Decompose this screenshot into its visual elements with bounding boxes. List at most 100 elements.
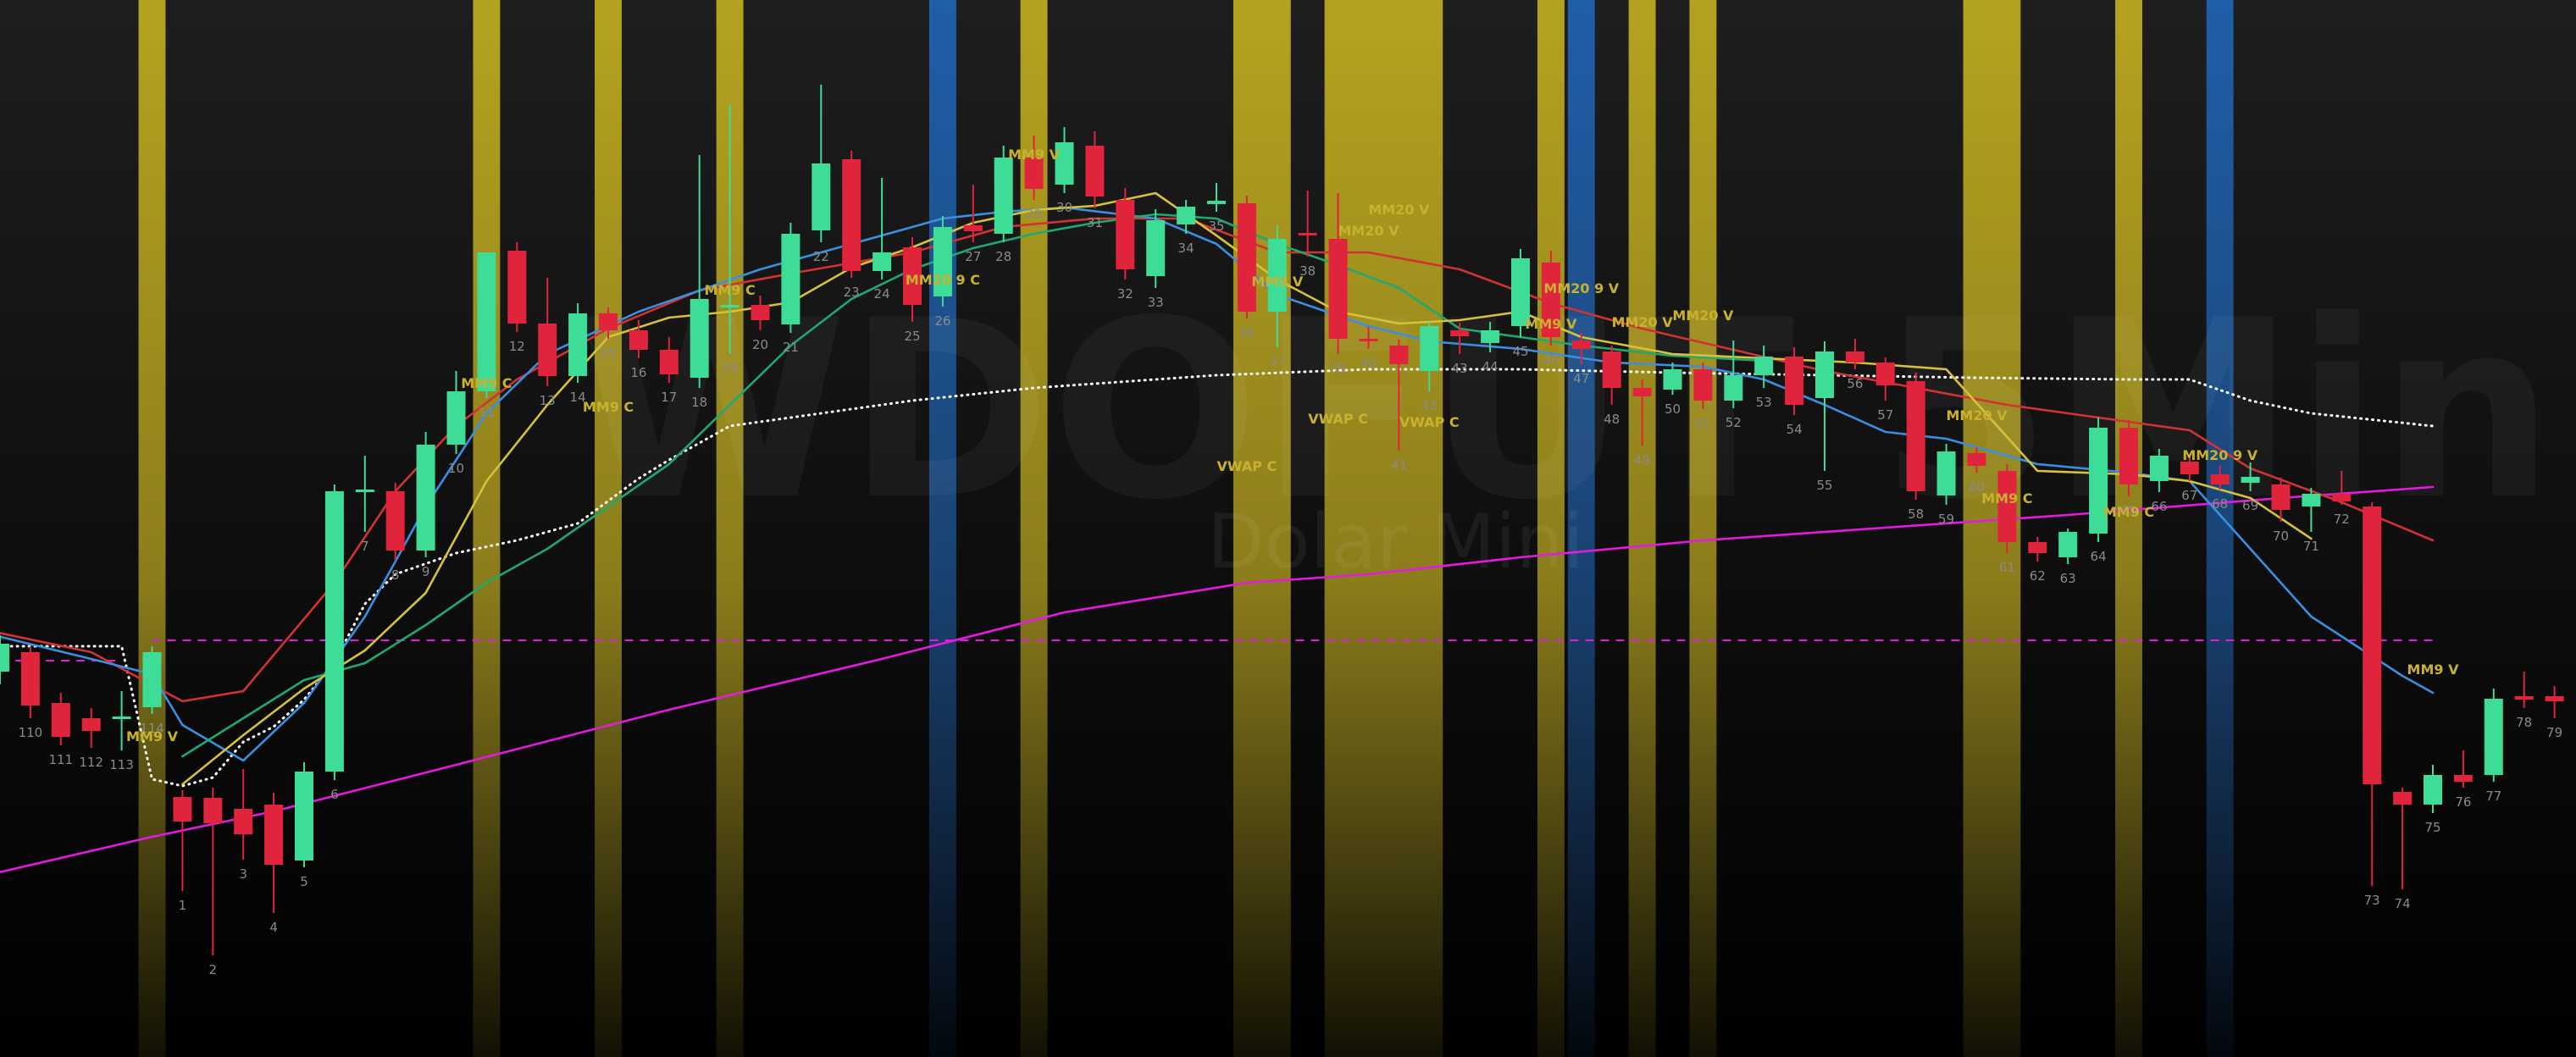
candle-number: 19 (722, 361, 738, 376)
candle (2241, 462, 2260, 491)
candle-body (690, 299, 709, 378)
candle (173, 790, 192, 891)
candle (1997, 464, 2017, 553)
candle (507, 242, 527, 332)
candle-number: 70 (2273, 528, 2289, 544)
candle-body (842, 159, 861, 271)
candle-body (1875, 362, 1895, 385)
candle (1481, 322, 1500, 352)
candle-body (1997, 471, 2017, 542)
candle (1967, 447, 1986, 473)
candle (933, 216, 952, 307)
candle-body (203, 798, 223, 823)
candle-number: 17 (661, 390, 677, 405)
candle-body (1967, 453, 1986, 466)
candle-number: 65 (2120, 503, 2136, 518)
candle-number: 36 (1238, 325, 1255, 340)
candle-number: 110 (19, 725, 43, 740)
candle-number: 57 (1877, 407, 1893, 423)
candle-body (1724, 375, 1743, 401)
candle-body (2484, 699, 2503, 775)
candle-body (2089, 428, 2108, 534)
candle-number: 20 (752, 337, 768, 352)
candle-body (1146, 220, 1166, 276)
candle-number: 48 (1604, 412, 1620, 427)
candle-body (1541, 263, 1560, 337)
candle-body (1177, 207, 1196, 224)
candle (1177, 200, 1196, 234)
candle-body (0, 644, 9, 672)
candle-number: 54 (1787, 422, 1803, 437)
candle-number: 60 (1969, 479, 1985, 495)
candle-body (2514, 696, 2534, 700)
candle-number: 25 (904, 329, 920, 344)
candle-body (659, 350, 679, 374)
gold-signal-band (1233, 0, 1291, 1057)
candle-number: 12 (509, 339, 525, 354)
signal-label: MM9 C (2103, 504, 2154, 520)
candle (1237, 196, 1256, 318)
gold-signal-band (1537, 0, 1565, 1057)
candle-number: 72 (2334, 512, 2350, 527)
candle (2210, 466, 2230, 490)
candle-number: 23 (844, 285, 860, 300)
candle-body (781, 234, 800, 324)
signal-label: MM20 V (1368, 202, 1430, 218)
candle-body (1481, 330, 1500, 343)
candle (1541, 251, 1560, 346)
candle (1267, 225, 1287, 347)
candle-body (1116, 200, 1135, 269)
candle-number: 13 (540, 393, 556, 408)
candle (2363, 502, 2382, 886)
candle-number: 74 (2395, 896, 2411, 911)
candle (2180, 454, 2199, 481)
ma-yellow-line (181, 191, 2313, 786)
candle (1511, 249, 1530, 337)
candle (0, 635, 9, 684)
signal-label: MM9 V (1251, 274, 1304, 290)
candle-number: 67 (2181, 488, 2197, 503)
gold-signal-band (1324, 0, 1443, 1057)
candle-body (599, 313, 618, 330)
candles (0, 85, 2564, 955)
candle (690, 155, 709, 388)
candle-number: 1 (179, 898, 187, 913)
candle-number: 26 (934, 313, 950, 329)
candle (1055, 127, 1074, 193)
candle (1085, 131, 1105, 208)
candle (994, 146, 1013, 242)
candle (1906, 373, 1925, 500)
candle (142, 646, 162, 714)
candle (295, 762, 313, 867)
candle-body (1906, 381, 1925, 491)
candle-body (2028, 542, 2047, 553)
candle-body (1785, 357, 1804, 405)
candle (1724, 340, 1743, 408)
candle-body (2180, 462, 2199, 474)
candle-number: 62 (2030, 568, 2046, 584)
candle-number: 31 (1087, 215, 1103, 230)
candle-number: 9 (422, 564, 430, 579)
signal-label: MM9 C (461, 375, 512, 391)
candle-number: 29 (1026, 207, 1042, 222)
candle (751, 296, 770, 330)
candle (446, 371, 466, 454)
candle-body (2271, 484, 2291, 510)
candle-number: 114 (140, 721, 164, 736)
candle-body (264, 805, 284, 865)
candle-body (1450, 330, 1470, 336)
candle-body (2545, 696, 2564, 701)
gold-signal-band (1689, 0, 1717, 1057)
candle-number: 77 (2485, 789, 2501, 804)
candle-number: 34 (1178, 241, 1194, 256)
candle-body (568, 313, 588, 376)
candle-number: 14 (570, 390, 586, 405)
candle-number: 22 (813, 249, 829, 264)
candle (873, 178, 892, 279)
candle-number: 24 (874, 286, 890, 302)
candle-number: 64 (2091, 549, 2107, 564)
candle (1298, 191, 1317, 257)
signal-label: VWAP C (1217, 458, 1277, 474)
candle-number: 15 (600, 346, 616, 361)
